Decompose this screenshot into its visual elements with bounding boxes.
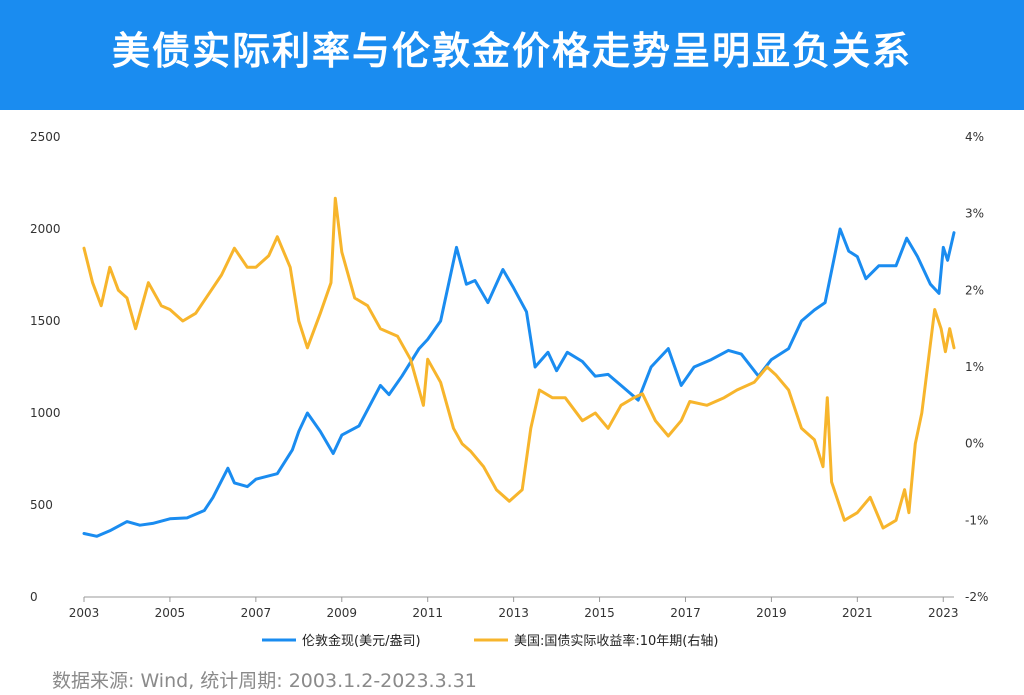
right-y-tick: 3% (965, 207, 984, 221)
x-tick-label: 2009 (327, 606, 358, 620)
left-y-tick: 1000 (30, 406, 61, 420)
x-tick-label: 2007 (241, 606, 272, 620)
series-line-gold-price (82, 227, 956, 538)
x-tick-label: 2003 (69, 606, 100, 620)
x-tick-label: 2019 (756, 606, 787, 620)
legend: 伦敦金现(美元/盎司) 美国:国债实际收益率:10年期(右轴) (262, 633, 718, 649)
right-y-axis: 4% 3% 2% 1% 0% -1% -2% (965, 130, 988, 604)
x-tick-label: 2013 (498, 606, 529, 620)
right-y-tick: -1% (965, 513, 988, 527)
series-line-real-yield (82, 196, 956, 530)
line-chart: 2500 2000 1500 1000 500 0 4% 3% 2% 1% 0% -1% -2% 20… (30, 130, 988, 649)
left-y-tick: 1500 (30, 314, 61, 328)
x-axis: 2003 2005 2007 2009 2011 2013 2015 2017 2019 2021… (69, 597, 959, 620)
left-y-tick: 0 (30, 590, 38, 604)
right-y-tick: 4% (965, 130, 984, 144)
x-tick-label: 2005 (155, 606, 186, 620)
right-y-tick: 1% (965, 360, 984, 374)
left-y-tick: 500 (30, 498, 53, 512)
title-banner: 美债实际利率与伦敦金价格走势呈明显负关系 (0, 0, 1024, 110)
x-tick-label: 2017 (670, 606, 701, 620)
right-y-tick: 0% (965, 437, 984, 451)
left-y-tick: 2500 (30, 130, 61, 144)
page-title: 美债实际利率与伦敦金价格走势呈明显负关系 (111, 29, 912, 73)
legend-label-gold: 伦敦金现(美元/盎司) (302, 633, 421, 649)
x-tick-label: 2021 (842, 606, 873, 620)
right-y-tick: -2% (965, 590, 988, 604)
x-tick-label: 2023 (928, 606, 959, 620)
series-lines (82, 196, 956, 538)
legend-label-yield: 美国:国债实际收益率:10年期(右轴) (514, 633, 718, 649)
right-y-tick: 2% (965, 283, 984, 297)
left-y-tick: 2000 (30, 222, 61, 236)
source-note: 数据来源: Wind, 统计周期: 2003.1.2-2023.3.31 (52, 670, 477, 692)
left-y-axis: 2500 2000 1500 1000 500 0 (30, 130, 61, 604)
x-tick-label: 2015 (584, 606, 615, 620)
x-tick-label: 2011 (412, 606, 443, 620)
